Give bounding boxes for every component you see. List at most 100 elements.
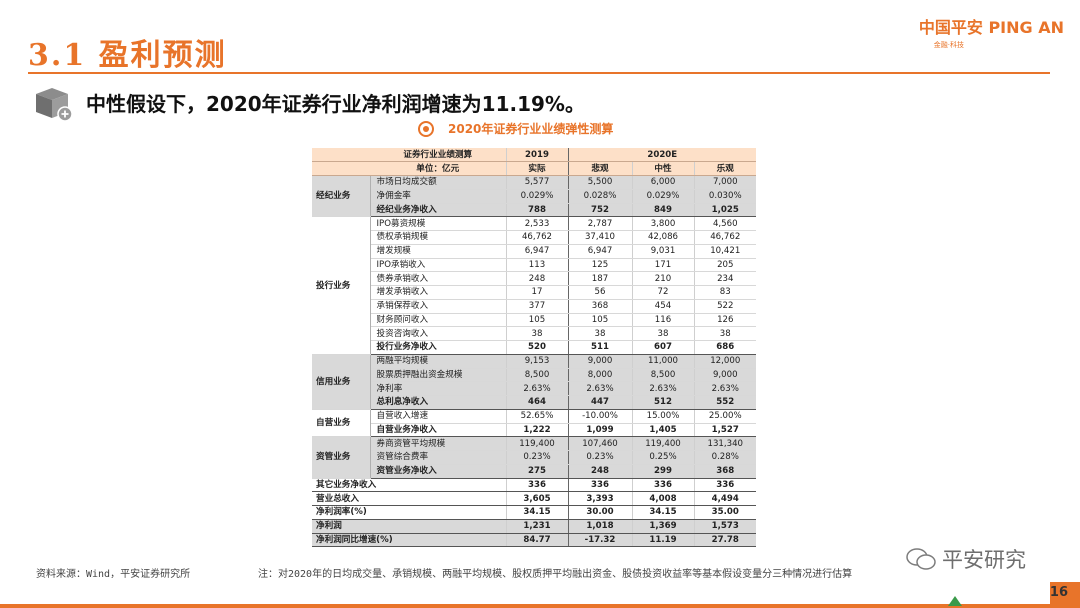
row-label: 自营收入增速 xyxy=(370,409,506,424)
value-cell: 520 xyxy=(505,340,568,355)
total-value-cell: 3,393 xyxy=(567,491,632,506)
footer-logo-icon xyxy=(948,596,962,606)
table-row: 债券承销收入 248 187 210 234 xyxy=(312,271,757,286)
value-cell: 1,527 xyxy=(693,423,757,438)
table-row: 财务顾问收入 105 105 116 126 xyxy=(312,313,757,328)
value-cell: 17 xyxy=(505,285,568,300)
value-cell: 6,947 xyxy=(567,244,632,259)
value-cell: -10.00% xyxy=(567,409,632,424)
value-cell: 8,500 xyxy=(505,368,568,383)
value-cell: 511 xyxy=(567,340,632,355)
value-cell: 377 xyxy=(505,299,568,314)
value-cell: 248 xyxy=(567,464,632,479)
total-value-cell: 336 xyxy=(505,478,568,493)
value-cell: 38 xyxy=(505,326,568,341)
row-label: 投行业务净收入 xyxy=(370,340,506,355)
value-cell: 2.63% xyxy=(631,381,694,396)
value-cell: 126 xyxy=(693,313,757,328)
value-cell: 3,800 xyxy=(631,216,694,231)
total-value-cell: 35.00 xyxy=(693,505,757,520)
value-cell: 1,222 xyxy=(505,423,568,438)
total-value-cell: 34.15 xyxy=(505,505,568,520)
value-cell: 0.028% xyxy=(567,189,632,204)
value-cell: 607 xyxy=(631,340,694,355)
row-label: 两融平均规模 xyxy=(370,354,506,369)
row-label: IPO承销收入 xyxy=(370,258,506,273)
value-cell: 119,400 xyxy=(505,436,568,451)
segment-label: 资管业务 xyxy=(312,436,371,479)
row-label: 净佣金率 xyxy=(370,189,506,204)
total-label: 营业总收入 xyxy=(312,491,506,506)
subtotal-row: 资管业务净收入 275 248 299 368 xyxy=(312,464,757,479)
header-empty-cell xyxy=(312,161,370,176)
segment-label: 经纪业务 xyxy=(312,175,371,218)
table-row: 资管业务 券商资管平均规模 119,400 107,460 119,400 131,340 xyxy=(312,436,757,479)
value-cell: 512 xyxy=(631,395,694,410)
table-row: 经纪业务 市场日均成交额 5,577 5,500 6,000 7,000 xyxy=(312,175,757,218)
total-value-cell: 4,494 xyxy=(693,491,757,506)
headline: 中性假设下，2020年证券行业净利润增速为11.19%。 xyxy=(86,92,585,116)
value-cell: 8,000 xyxy=(567,368,632,383)
header-cell: 单位：亿元 xyxy=(370,161,506,176)
value-cell: 210 xyxy=(631,271,694,286)
total-value-cell: 11.19 xyxy=(631,533,694,548)
watermark-text: 平安研究 xyxy=(942,548,1026,572)
value-cell: 0.23% xyxy=(567,450,632,465)
value-cell: 368 xyxy=(693,464,757,479)
table-row: 投资咨询收入 38 38 38 38 xyxy=(312,326,757,341)
value-cell: 234 xyxy=(693,271,757,286)
value-cell: 0.030% xyxy=(693,189,757,204)
footer-panel xyxy=(0,578,1050,604)
wechat-watermark: 平安研究 xyxy=(906,544,1026,574)
table-row: 净利率 2.63% 2.63% 2.63% 2.63% xyxy=(312,381,757,396)
table-row: 增发承销收入 17 56 72 83 xyxy=(312,285,757,300)
wechat-icon xyxy=(906,548,936,570)
value-cell: 1,405 xyxy=(631,423,694,438)
row-label: 总利息净收入 xyxy=(370,395,506,410)
total-value-cell: -17.32 xyxy=(567,533,632,548)
value-cell: 0.029% xyxy=(505,189,568,204)
total-value-cell: 336 xyxy=(693,478,757,493)
header-empty-cell xyxy=(312,148,370,163)
total-row: 营业总收入 3,605 3,393 4,008 4,494 xyxy=(312,491,757,506)
brand-logo: 中国平安 PING AN 金融·科技 xyxy=(919,14,1064,50)
value-cell: 125 xyxy=(567,258,632,273)
total-value-cell: 336 xyxy=(567,478,632,493)
value-cell: 1,025 xyxy=(693,203,757,218)
value-cell: 7,000 xyxy=(693,175,757,190)
value-cell: 113 xyxy=(505,258,568,273)
row-label: 经纪业务净收入 xyxy=(370,203,506,218)
value-cell: 83 xyxy=(693,285,757,300)
total-value-cell: 4,008 xyxy=(631,491,694,506)
value-cell: 9,031 xyxy=(631,244,694,259)
value-cell: 52.65% xyxy=(505,409,568,424)
value-cell: 447 xyxy=(567,395,632,410)
earnings-table: 证券行业业绩测算 2019 2020E 单位：亿元 实际 悲观 中性 乐观 经纪业务 市场日均成交… xyxy=(312,148,757,548)
row-label: 资管业务净收入 xyxy=(370,464,506,479)
table-row: 净佣金率 0.029% 0.028% 0.029% 0.030% xyxy=(312,189,757,204)
value-cell: 1,099 xyxy=(567,423,632,438)
table-row: 资管综合费率 0.23% 0.23% 0.25% 0.28% xyxy=(312,450,757,465)
subtotal-row: 总利息净收入 464 447 512 552 xyxy=(312,395,757,410)
total-value-cell: 336 xyxy=(631,478,694,493)
value-cell: 131,340 xyxy=(693,436,757,451)
source-note: 资料来源：Wind，平安证券研究所 xyxy=(36,569,191,580)
total-label: 净利润率(%) xyxy=(312,505,506,520)
value-cell: 9,000 xyxy=(567,354,632,369)
total-row: 其它业务净收入 336 336 336 336 xyxy=(312,478,757,493)
value-cell: 0.25% xyxy=(631,450,694,465)
value-cell: 15.00% xyxy=(631,409,694,424)
table-row: 股票质押融出资金规模 8,500 8,000 8,500 9,000 xyxy=(312,368,757,383)
total-value-cell: 3,605 xyxy=(505,491,568,506)
header-year-2019: 2019 xyxy=(505,148,568,163)
subtotal-row: 经纪业务净收入 788 752 849 1,025 xyxy=(312,203,757,218)
earnings-table-grid: 证券行业业绩测算 2019 2020E 单位：亿元 实际 悲观 中性 乐观 经纪业务 市场日均成交… xyxy=(312,148,757,548)
value-cell: 38 xyxy=(631,326,694,341)
value-cell: 105 xyxy=(567,313,632,328)
value-cell: 788 xyxy=(505,203,568,218)
value-cell: 46,762 xyxy=(693,230,757,245)
row-label: IPO募资规模 xyxy=(370,216,506,231)
value-cell: 6,000 xyxy=(631,175,694,190)
value-cell: 56 xyxy=(567,285,632,300)
value-cell: 9,000 xyxy=(693,368,757,383)
